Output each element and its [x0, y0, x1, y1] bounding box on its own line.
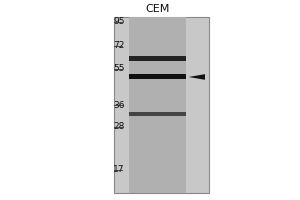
Text: CEM: CEM	[145, 4, 169, 14]
Bar	[129, 17, 186, 193]
Text: 17: 17	[113, 165, 125, 174]
Bar	[129, 56, 186, 61]
Text: 28: 28	[113, 122, 125, 131]
Bar	[129, 74, 186, 79]
Text: 72: 72	[113, 41, 125, 50]
Text: 36: 36	[113, 101, 125, 110]
Bar	[129, 112, 186, 116]
Bar	[114, 17, 209, 193]
Text: 95: 95	[113, 17, 125, 26]
Polygon shape	[189, 74, 205, 80]
Text: 55: 55	[113, 64, 125, 73]
